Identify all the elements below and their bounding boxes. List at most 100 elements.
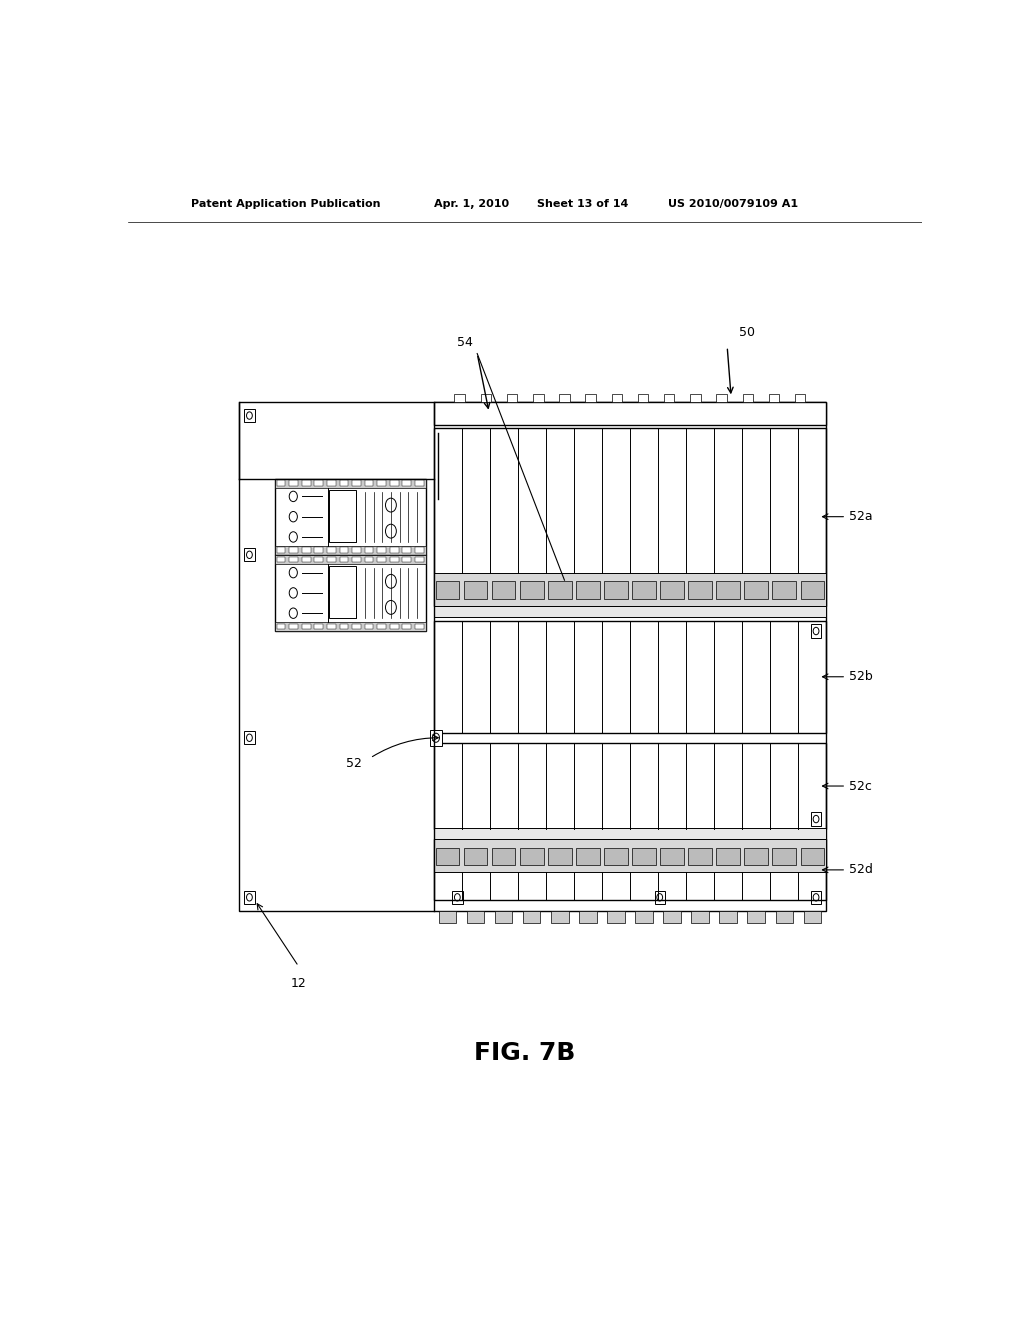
Bar <box>632 581 655 599</box>
Bar <box>436 581 460 599</box>
Bar <box>390 624 398 630</box>
Bar <box>402 624 412 630</box>
Bar <box>717 581 740 599</box>
Bar <box>720 911 737 923</box>
Bar <box>811 624 821 638</box>
Bar <box>327 480 336 486</box>
Bar <box>801 847 824 866</box>
Bar <box>660 581 684 599</box>
Bar <box>430 730 442 746</box>
Bar <box>289 548 298 553</box>
Bar <box>495 911 512 923</box>
Text: US 2010/0079109 A1: US 2010/0079109 A1 <box>668 199 798 209</box>
Bar <box>415 548 424 553</box>
Bar <box>775 911 793 923</box>
Bar <box>433 828 826 840</box>
Bar <box>327 557 336 562</box>
Bar <box>390 557 398 562</box>
Bar <box>276 548 286 553</box>
Text: 52a: 52a <box>849 511 872 523</box>
Bar <box>769 395 779 403</box>
Bar <box>433 403 826 425</box>
Bar <box>492 581 515 599</box>
Bar <box>772 581 796 599</box>
Bar <box>352 557 360 562</box>
Bar <box>390 480 398 486</box>
Bar <box>340 557 348 562</box>
Bar <box>480 395 492 403</box>
Bar <box>604 847 628 866</box>
Bar <box>492 847 515 866</box>
Bar <box>660 847 684 866</box>
Bar <box>274 622 426 631</box>
Bar <box>795 395 806 403</box>
Bar <box>804 911 821 923</box>
Bar <box>551 911 568 923</box>
Bar <box>436 847 460 866</box>
Bar <box>507 395 517 403</box>
Bar <box>811 409 821 422</box>
Bar <box>289 624 298 630</box>
Bar <box>276 480 286 486</box>
Bar <box>654 409 665 422</box>
Bar <box>433 840 826 900</box>
Bar <box>635 911 652 923</box>
Text: 54: 54 <box>458 337 473 350</box>
Bar <box>688 581 712 599</box>
Bar <box>365 548 374 553</box>
Text: Patent Application Publication: Patent Application Publication <box>191 199 381 209</box>
Bar <box>744 847 768 866</box>
Bar <box>638 395 648 403</box>
Text: FIG. 7B: FIG. 7B <box>474 1041 575 1065</box>
Bar <box>377 557 386 562</box>
Text: 52b: 52b <box>849 671 872 684</box>
Bar <box>453 409 463 422</box>
Bar <box>688 847 712 866</box>
Bar <box>415 624 424 630</box>
Bar <box>365 557 374 562</box>
Bar <box>690 395 700 403</box>
Bar <box>340 548 348 553</box>
Bar <box>352 624 360 630</box>
Bar <box>314 624 324 630</box>
Bar <box>464 581 487 599</box>
Text: 12: 12 <box>291 977 306 990</box>
Bar <box>302 480 310 486</box>
Bar <box>289 480 298 486</box>
Bar <box>433 743 826 829</box>
Bar <box>772 847 796 866</box>
Bar <box>559 395 569 403</box>
Text: 52d: 52d <box>849 863 872 876</box>
Bar <box>453 891 463 904</box>
Bar <box>402 557 412 562</box>
Text: 50: 50 <box>739 326 755 339</box>
Bar <box>534 395 544 403</box>
Bar <box>390 548 398 553</box>
Bar <box>365 480 374 486</box>
Bar <box>607 911 625 923</box>
Bar <box>274 479 426 554</box>
Bar <box>717 395 727 403</box>
Bar <box>439 911 457 923</box>
Bar <box>748 911 765 923</box>
Bar <box>340 624 348 630</box>
Bar <box>314 548 324 553</box>
Bar <box>520 581 544 599</box>
Bar <box>604 581 628 599</box>
Bar <box>433 840 826 873</box>
Bar <box>691 911 709 923</box>
Bar <box>314 480 324 486</box>
Bar <box>276 624 286 630</box>
Bar <box>455 395 465 403</box>
Bar <box>365 624 374 630</box>
Bar <box>717 847 740 866</box>
Bar <box>245 731 255 744</box>
Bar <box>801 581 824 599</box>
Bar <box>433 606 826 616</box>
Bar <box>577 847 600 866</box>
Bar <box>467 911 484 923</box>
Bar <box>520 847 544 866</box>
Bar <box>654 891 665 904</box>
Bar <box>464 847 487 866</box>
Bar <box>274 545 426 554</box>
